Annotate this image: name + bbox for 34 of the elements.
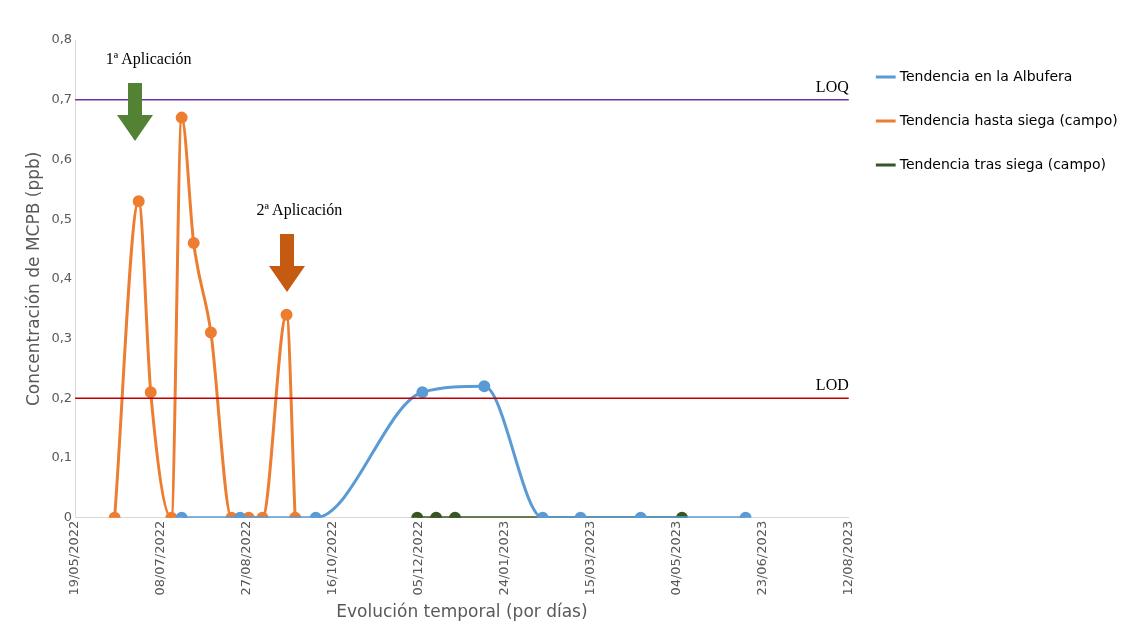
x-tick-label: 16/10/2022 [324,520,340,596]
x-tick-label: 04/05/2023 [668,520,684,596]
x-tick-label: 19/05/2022 [66,520,82,596]
x-axis-title: Evolución temporal (por días) [336,601,588,622]
x-tick-label: 12/08/2023 [840,520,856,596]
y-tick-label: 0,3 [51,329,73,345]
point [187,237,200,250]
x-tick-label: 08/07/2022 [152,520,168,596]
point [132,195,145,208]
ref-line-label: LOQ [815,77,850,95]
ref-line-label: LOD [815,376,849,394]
annotation: 1ª Aplicación [105,50,192,69]
y-tick-label: 0,2 [51,389,73,405]
point [204,326,217,339]
point [478,380,491,393]
y-axis-title: Concentración de MCPB (ppb) [22,151,43,407]
x-tick-label: 05/12/2022 [410,520,426,596]
y-tick-label: 0,7 [51,91,73,107]
x-tick-label: 27/08/2022 [238,520,254,596]
y-tick-label: 0,1 [51,449,73,465]
point [416,386,429,399]
legend-label: Tendencia hasta siega (campo) [898,111,1118,128]
y-tick-label: 0,6 [51,150,73,166]
x-tick-label: 23/06/2023 [754,520,770,596]
y-tick-label: 0,8 [51,31,73,47]
legend-label: Tendencia en la Albufera [898,67,1073,84]
x-tick-label: 24/01/2023 [496,520,512,596]
x-tick-label: 15/03/2023 [582,520,598,596]
y-tick-label: 0,4 [51,270,73,286]
point [280,308,293,321]
y-tick-label: 0,5 [51,210,73,226]
point [144,386,157,399]
legend-label: Tendencia tras siega (campo) [898,155,1106,172]
annotation: 2ª Aplicación [256,200,343,219]
